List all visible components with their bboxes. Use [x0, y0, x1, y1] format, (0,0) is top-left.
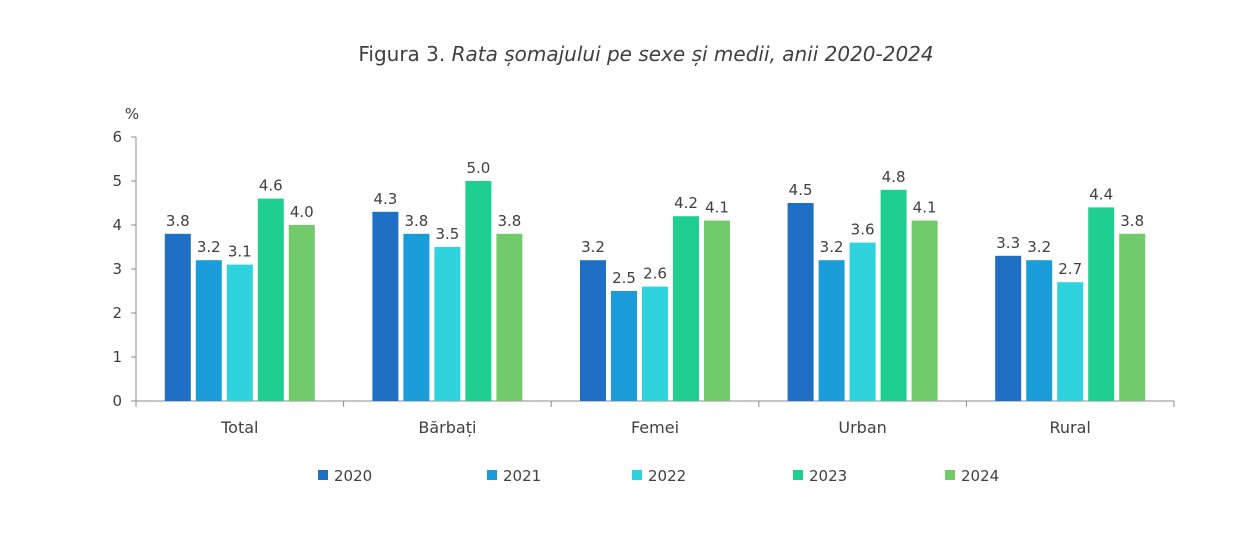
data-label: 2.5	[612, 269, 636, 287]
bar	[611, 291, 637, 401]
legend-label: 2023	[809, 467, 847, 485]
x-category-label: Femei	[631, 418, 679, 437]
chart-title-italic: Rata șomajului pe sexe și medii, anii 20…	[451, 42, 934, 66]
data-label: 4.4	[1089, 185, 1113, 203]
bar	[496, 233, 523, 401]
data-label: 4.8	[882, 168, 906, 186]
data-label: 5.0	[466, 159, 490, 177]
bar	[1026, 260, 1053, 401]
bar	[787, 203, 814, 401]
data-label: 4.0	[290, 203, 314, 221]
y-tick-label: 3	[112, 260, 122, 278]
y-tick-label: 0	[112, 392, 122, 410]
bar	[288, 225, 315, 401]
bar	[673, 216, 699, 401]
bar	[257, 198, 284, 401]
data-label: 3.3	[996, 234, 1020, 252]
bar	[849, 242, 876, 401]
data-label: 3.2	[197, 238, 221, 256]
data-label: 2.6	[643, 265, 667, 283]
chart-title: Figura 3. Rata șomajului pe sexe și medi…	[0, 42, 1236, 66]
legend-swatch	[487, 470, 497, 480]
y-tick-label: 1	[112, 348, 122, 366]
data-label: 4.1	[913, 199, 937, 217]
data-label: 4.1	[705, 199, 729, 217]
x-category-label: Total	[220, 418, 258, 437]
bar	[434, 247, 461, 401]
y-tick-label: 6	[112, 128, 122, 146]
data-label: 3.8	[497, 212, 521, 230]
bar	[226, 264, 253, 401]
data-label: 3.6	[851, 221, 875, 239]
data-label: 3.1	[228, 243, 252, 261]
legend-swatch	[945, 470, 955, 480]
bar	[995, 255, 1022, 401]
x-category-label: Rural	[1050, 418, 1091, 437]
data-label: 4.3	[373, 190, 397, 208]
bar	[195, 260, 222, 401]
legend-label: 2020	[334, 467, 372, 485]
legend-label: 2024	[961, 467, 999, 485]
bar	[403, 233, 430, 401]
data-label: 2.7	[1058, 260, 1082, 278]
y-axis-unit-label: %	[125, 105, 139, 123]
legend-label: 2022	[648, 467, 686, 485]
chart-title-prefix: Figura 3.	[358, 42, 446, 66]
legend-label: 2021	[503, 467, 541, 485]
data-label: 3.2	[581, 238, 605, 256]
bar	[1088, 207, 1115, 401]
bar	[1119, 233, 1146, 401]
x-category-label: Urban	[838, 418, 886, 437]
legend-swatch	[793, 470, 803, 480]
data-label: 4.6	[259, 177, 283, 195]
data-label: 3.5	[435, 225, 459, 243]
y-tick-label: 5	[112, 172, 122, 190]
bar	[1057, 282, 1084, 401]
bar	[372, 211, 399, 401]
data-label: 3.2	[820, 238, 844, 256]
legend-swatch	[318, 470, 328, 480]
bar	[164, 233, 191, 401]
legend-swatch	[632, 470, 642, 480]
bar	[642, 286, 668, 401]
data-label: 3.2	[1027, 238, 1051, 256]
y-tick-label: 2	[112, 304, 122, 322]
bar	[911, 220, 938, 401]
data-label: 3.8	[404, 212, 428, 230]
data-label: 3.8	[1120, 212, 1144, 230]
y-tick-label: 4	[112, 216, 122, 234]
data-label: 3.8	[166, 212, 190, 230]
data-label: 4.2	[674, 194, 698, 212]
data-label: 4.5	[789, 181, 813, 199]
bar	[465, 181, 492, 401]
bar	[880, 189, 907, 401]
x-category-label: Bărbați	[418, 418, 476, 437]
bar	[704, 220, 730, 401]
bar	[580, 260, 606, 401]
bar	[818, 260, 845, 401]
